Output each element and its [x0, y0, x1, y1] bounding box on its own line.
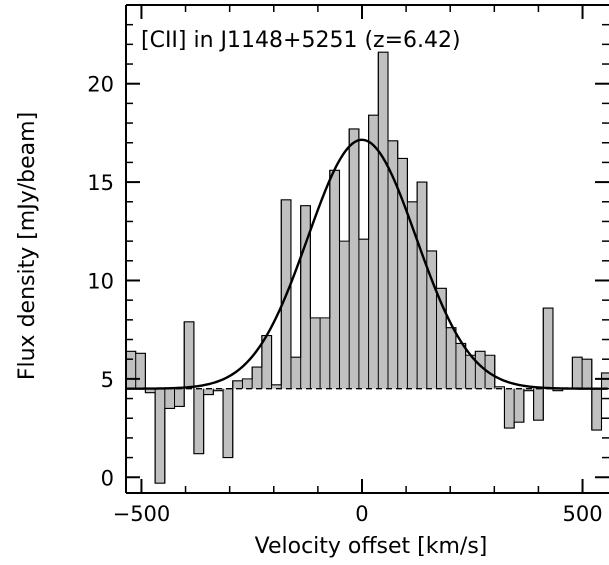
- histogram-bar: [261, 335, 272, 389]
- histogram-bar: [582, 359, 593, 389]
- histogram-bar: [126, 351, 136, 389]
- histogram-bar: [388, 140, 399, 389]
- histogram-bar: [223, 388, 234, 458]
- x-tick-label: −500: [113, 502, 171, 526]
- x-tick-label: 0: [355, 502, 368, 526]
- histogram-bar: [339, 241, 350, 389]
- histogram-bar: [378, 52, 389, 389]
- histogram-bar: [349, 128, 360, 389]
- histogram-bar: [358, 239, 369, 389]
- histogram-bar: [164, 388, 175, 409]
- histogram-bar: [155, 388, 166, 484]
- histogram-bar: [543, 308, 554, 389]
- histogram-bar: [426, 250, 437, 389]
- axes: −500 0 500 0 5 10 15 20: [87, 4, 609, 526]
- histogram-bar: [504, 388, 515, 429]
- histogram-bar: [184, 321, 195, 389]
- chart-title: [CII] in J1148+5251 (z=6.42): [141, 28, 461, 53]
- histogram-bar: [203, 388, 214, 395]
- gaussian-fit-curve: [126, 138, 608, 390]
- histogram-bar: [252, 367, 263, 389]
- histogram-bar: [397, 158, 408, 389]
- histogram-bar: [290, 357, 301, 389]
- histogram-bar: [494, 386, 505, 389]
- histogram-bar: [591, 388, 602, 431]
- histogram-bar: [368, 115, 379, 389]
- y-tick-label: 20: [87, 73, 114, 97]
- histogram-bar: [329, 170, 340, 389]
- histogram-bar: [310, 317, 321, 389]
- y-tick-label: 10: [87, 269, 114, 293]
- histogram-bar: [523, 388, 534, 391]
- histogram-bar: [213, 388, 224, 391]
- histogram-bar: [145, 388, 156, 393]
- histogram-bar: [436, 288, 447, 389]
- histogram-bar: [320, 317, 331, 389]
- y-tick-label: 0: [101, 466, 114, 490]
- histogram-bar: [601, 372, 609, 389]
- histogram-bar: [174, 388, 185, 407]
- histogram-bar: [465, 355, 476, 389]
- histogram-bar: [271, 384, 282, 389]
- histogram-bar: [135, 353, 146, 389]
- histogram-bar: [232, 380, 243, 389]
- y-tick-label: 5: [101, 368, 114, 392]
- histogram-bar: [533, 388, 544, 421]
- histogram-bar: [514, 388, 525, 423]
- histogram-bars: [125, 51, 609, 484]
- histogram-bar: [242, 378, 253, 389]
- histogram-bar: [475, 351, 486, 389]
- y-axis-label: Flux density [mJy/beam]: [15, 112, 40, 380]
- histogram-bar: [417, 182, 428, 389]
- x-axis-label: Velocity offset [km/s]: [255, 534, 488, 559]
- x-tick-label: 500: [562, 502, 602, 526]
- histogram-bar: [300, 205, 311, 389]
- histogram-bar: [552, 388, 563, 391]
- histogram-bar: [407, 201, 418, 389]
- histogram-bar: [446, 327, 457, 389]
- y-tick-label: 15: [87, 171, 114, 195]
- histogram-bar: [572, 357, 583, 389]
- histogram-bar: [455, 343, 466, 389]
- histogram-bar: [193, 388, 204, 454]
